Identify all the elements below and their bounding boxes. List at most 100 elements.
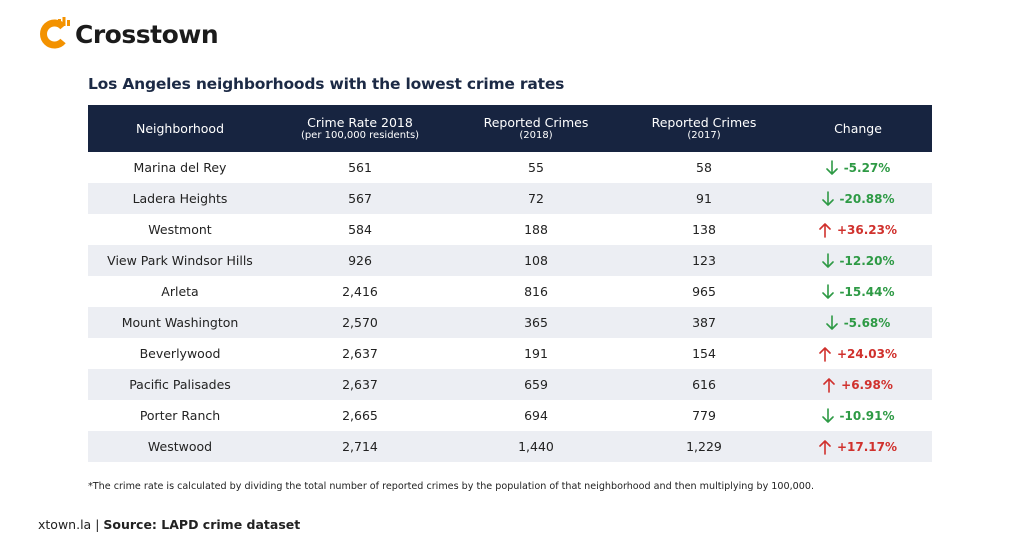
table-row: Arleta 2,416 816 965 -15.44% (88, 276, 932, 307)
footer-source: Source: LAPD crime dataset (103, 517, 301, 532)
neighborhood-cell: Porter Ranch (139, 408, 221, 423)
header-crimes-2017-label: Reported Crimes (651, 114, 757, 130)
table-row: Marina del Rey 561 55 58 -5.27% (88, 152, 932, 183)
crimes-2017-cell: 965 (692, 284, 716, 299)
header-crimes-2017: Reported Crimes (2017) (624, 105, 784, 152)
change-value: +17.17% (836, 439, 898, 454)
table-row: Beverlywood 2,637 191 154 +24.03% (88, 338, 932, 369)
neighborhood-cell: Westmont (148, 222, 212, 237)
crime-rate-cell: 2,416 (342, 284, 378, 299)
change-value: -5.27% (843, 160, 891, 175)
table-row: View Park Windsor Hills 926 108 123 -12.20% (88, 245, 932, 276)
change-cell: -5.27% (784, 152, 932, 183)
crimes-2017-cell: 387 (692, 315, 716, 330)
brand-name: Crosstown (75, 19, 219, 49)
table-row: Porter Ranch 2,665 694 779 -10.91% (88, 400, 932, 431)
neighborhood-cell: View Park Windsor Hills (107, 253, 253, 268)
footer-site: xtown.la (38, 517, 92, 532)
change-value: -20.88% (839, 191, 895, 206)
change-cell: -12.20% (784, 245, 932, 276)
change-value: +6.98% (841, 377, 893, 392)
footer: xtown.la | Source: LAPD crime dataset (38, 517, 300, 532)
crime-rate-cell: 2,714 (342, 439, 378, 454)
crimes-2018-cell: 191 (524, 346, 548, 361)
crimes-2017-cell: 154 (692, 346, 716, 361)
crimes-2018-cell: 108 (524, 253, 548, 268)
change-cell: -15.44% (784, 276, 932, 307)
neighborhood-cell: Ladera Heights (132, 191, 228, 206)
chart-title: Los Angeles neighborhoods with the lowes… (88, 75, 565, 93)
crime-rate-cell: 584 (348, 222, 372, 237)
crime-rate-cell: 926 (348, 253, 372, 268)
crimes-2017-cell: 1,229 (686, 439, 722, 454)
crime-rate-cell: 2,637 (342, 377, 378, 392)
crimes-2017-cell: 58 (696, 160, 712, 175)
crimes-2017-cell: 616 (692, 377, 716, 392)
neighborhood-cell: Mount Washington (121, 315, 239, 330)
crimes-2018-cell: 659 (524, 377, 548, 392)
change-cell: -10.91% (784, 400, 932, 431)
header-crimes-2018-label: Reported Crimes (483, 114, 589, 130)
crimes-2018-cell: 1,440 (518, 439, 554, 454)
crime-rate-cell: 2,665 (342, 408, 378, 423)
table-header: Neighborhood Crime Rate 2018 (per 100,00… (88, 105, 932, 152)
crimes-2018-cell: 55 (528, 160, 544, 175)
table-row: Westwood 2,714 1,440 1,229 +17.17% (88, 431, 932, 462)
crimes-2018-cell: 816 (524, 284, 548, 299)
header-crime-rate-sub: (per 100,000 residents) (300, 129, 420, 141)
change-value: +24.03% (836, 346, 898, 361)
header-crimes-2018-sub: (2018) (519, 129, 553, 141)
header-neighborhood-label: Neighborhood (135, 120, 225, 136)
crimes-2017-cell: 123 (692, 253, 716, 268)
crosstown-logo: Crosstown (38, 14, 219, 54)
change-value: -10.91% (839, 408, 895, 423)
arrow-down-icon (821, 252, 834, 268)
neighborhood-cell: Marina del Rey (133, 160, 227, 175)
header-crime-rate-label: Crime Rate 2018 (307, 114, 413, 130)
table-row: Pacific Palisades 2,637 659 616 +6.98% (88, 369, 932, 400)
footnote: *The crime rate is calculated by dividin… (88, 481, 815, 492)
crimes-2018-cell: 694 (524, 408, 548, 423)
crime-rate-cell: 2,570 (342, 315, 378, 330)
neighborhood-cell: Pacific Palisades (129, 377, 231, 392)
change-cell: -5.68% (784, 307, 932, 338)
arrow-up-icon (819, 439, 831, 455)
header-crimes-2018: Reported Crimes (2018) (448, 105, 624, 152)
change-value: -5.68% (843, 315, 891, 330)
header-crimes-2017-sub: (2017) (687, 129, 721, 141)
crimes-2018-cell: 72 (528, 191, 544, 206)
header-change: Change (784, 105, 932, 152)
neighborhood-cell: Westwood (147, 439, 213, 454)
crimes-2017-cell: 779 (692, 408, 716, 423)
header-change-label: Change (834, 120, 882, 136)
table-row: Mount Washington 2,570 365 387 -5.68% (88, 307, 932, 338)
arrow-up-icon (823, 377, 835, 393)
change-value: -15.44% (839, 284, 895, 299)
crimes-2018-cell: 188 (524, 222, 548, 237)
crime-rate-cell: 2,637 (342, 346, 378, 361)
header-crime-rate: Crime Rate 2018 (per 100,000 residents) (272, 105, 448, 152)
neighborhood-cell: Beverlywood (139, 346, 221, 361)
arrow-down-icon (821, 407, 834, 423)
arrow-down-icon (821, 190, 834, 206)
change-value: -12.20% (839, 253, 895, 268)
change-cell: -20.88% (784, 183, 932, 214)
crosstown-logo-icon (40, 17, 70, 49)
change-value: +36.23% (836, 222, 898, 237)
neighborhood-cell: Arleta (161, 284, 199, 299)
arrow-down-icon (825, 159, 838, 175)
table-body: Marina del Rey 561 55 58 -5.27% Ladera Height… (88, 152, 932, 462)
change-cell: +36.23% (784, 214, 932, 245)
change-cell: +24.03% (784, 338, 932, 369)
header-neighborhood: Neighborhood (88, 105, 272, 152)
table-row: Westmont 584 188 138 +36.23% (88, 214, 932, 245)
crime-rate-cell: 561 (348, 160, 372, 175)
crimes-2017-cell: 91 (696, 191, 712, 206)
arrow-up-icon (819, 346, 831, 362)
crimes-2018-cell: 365 (524, 315, 548, 330)
arrow-up-icon (819, 222, 831, 238)
crime-rate-cell: 567 (348, 191, 372, 206)
footer-separator: | (95, 517, 100, 532)
arrow-down-icon (825, 314, 838, 330)
crime-table: Neighborhood Crime Rate 2018 (per 100,00… (88, 105, 932, 462)
